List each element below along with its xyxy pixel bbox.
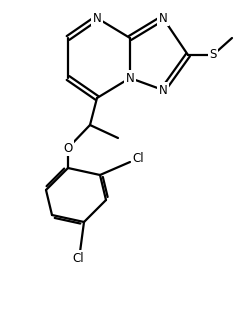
Text: Cl: Cl xyxy=(132,151,144,164)
Text: N: N xyxy=(93,11,101,24)
Text: O: O xyxy=(63,142,73,155)
Text: Cl: Cl xyxy=(72,252,84,265)
Text: N: N xyxy=(159,84,167,96)
Text: N: N xyxy=(159,11,167,24)
Text: S: S xyxy=(209,49,217,61)
Text: N: N xyxy=(126,72,134,85)
